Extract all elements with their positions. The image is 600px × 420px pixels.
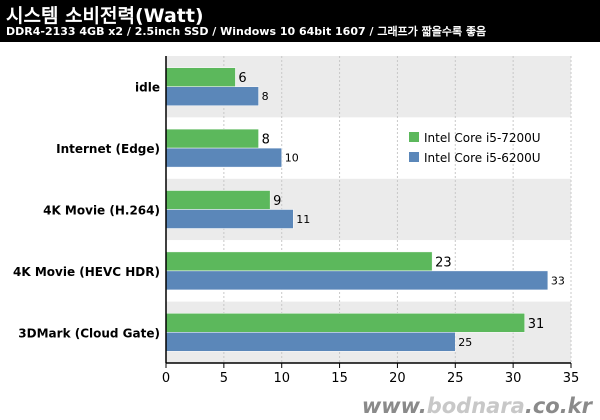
chart-title: 시스템 소비전력(Watt) xyxy=(6,5,204,27)
bar-i5-6200u xyxy=(165,86,259,106)
watermark-suffix: .co.kr xyxy=(524,394,592,418)
bar-chart: 6 8 idle 8 10 Internet (Edge) 9 11 4K Movie (H.2… xyxy=(13,56,580,386)
category-label: 3DMark (Cloud Gate) xyxy=(18,326,160,340)
category-label: idle xyxy=(135,81,160,95)
x-tick-label: 35 xyxy=(563,371,580,386)
legend-label: Intel Core i5-7200U xyxy=(424,131,541,145)
bar-i5-7200u xyxy=(165,128,259,149)
bar-i5-7200u xyxy=(165,251,433,272)
watermark: www.bodnara.co.kr xyxy=(362,394,592,418)
watermark-brand: bodnara xyxy=(426,394,525,418)
data-label: 8 xyxy=(262,133,270,148)
bar-i5-7200u xyxy=(165,190,271,210)
category-label: Internet (Edge) xyxy=(56,142,160,156)
x-tick-label: 0 xyxy=(162,371,170,386)
bar-i5-6200u xyxy=(165,147,282,168)
bar-i5-6200u xyxy=(165,209,294,229)
bar-i5-7200u xyxy=(165,67,236,87)
legend-swatch xyxy=(409,152,419,162)
x-tick-label: 20 xyxy=(389,371,406,386)
x-tick-label: 15 xyxy=(331,371,348,386)
data-label: 8 xyxy=(262,90,269,103)
data-label: 31 xyxy=(528,317,545,332)
data-label: 33 xyxy=(551,274,565,287)
x-tick-label: 25 xyxy=(447,371,464,386)
bar-i5-6200u xyxy=(165,332,456,352)
x-tick-label: 30 xyxy=(505,371,522,386)
legend-swatch xyxy=(409,132,419,142)
x-tick-label: 10 xyxy=(273,371,290,386)
bar-i5-6200u xyxy=(165,270,549,291)
data-label: 11 xyxy=(296,213,310,226)
legend-label: Intel Core i5-6200U xyxy=(424,151,541,165)
chart-header: 시스템 소비전력(Watt) DDR4-2133 4GB x2 / 2.5inc… xyxy=(0,0,600,42)
data-label: 25 xyxy=(458,336,472,349)
data-label: 9 xyxy=(273,194,281,209)
x-tick-label: 5 xyxy=(220,371,228,386)
data-label: 10 xyxy=(285,152,299,165)
chart-subtitle: DDR4-2133 4GB x2 / 2.5inch SSD / Windows… xyxy=(6,25,487,38)
watermark-prefix: www. xyxy=(361,394,427,418)
data-label: 23 xyxy=(435,255,452,270)
data-label: 6 xyxy=(238,71,246,86)
bar-i5-7200u xyxy=(165,313,525,333)
category-label: 4K Movie (HEVC HDR) xyxy=(13,265,160,279)
category-label: 4K Movie (H.264) xyxy=(43,204,160,218)
